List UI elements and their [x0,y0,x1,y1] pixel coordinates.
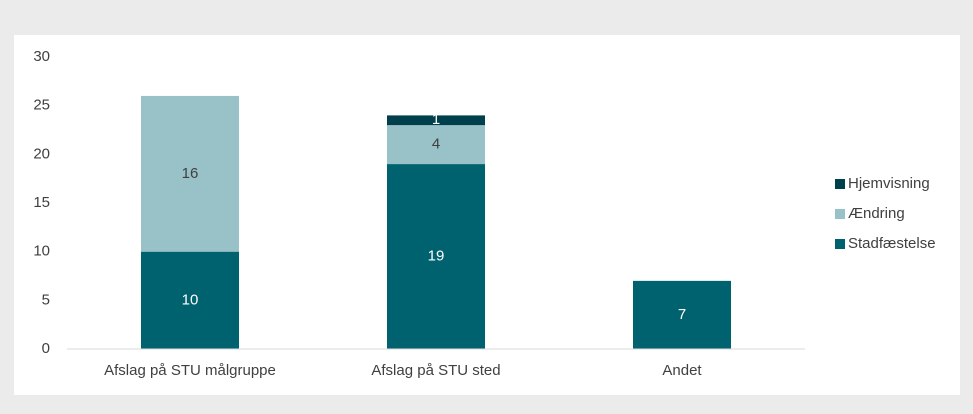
y-tick-label: 30 [33,48,50,65]
data-label: 7 [678,306,686,323]
legend-label: Ændring [848,205,905,222]
legend-swatch [835,179,845,189]
x-tick-label: Afslag på STU målgruppe [104,362,276,379]
y-tick-label: 20 [33,145,50,162]
y-tick-label: 5 [42,291,50,308]
y-tick-label: 25 [33,97,50,114]
legend-swatch [835,209,845,219]
bar-segment [633,280,731,349]
bar-segment [141,251,239,349]
data-label: 19 [428,248,445,265]
bar-segment [387,164,485,349]
data-label: 4 [432,136,440,153]
data-label: 1 [432,111,440,128]
legend-label: Stadfæstelse [848,235,936,252]
bar-segment [387,115,485,126]
legend-label: Hjemvisning [848,175,930,192]
x-tick-label: Andet [662,362,702,379]
bar-segment [141,95,239,252]
data-label: 10 [182,291,199,308]
y-tick-label: 0 [42,340,50,357]
bar-segment [387,125,485,165]
data-label: 16 [182,165,199,182]
y-tick-label: 10 [33,243,50,260]
legend-swatch [835,239,845,249]
x-tick-label: Afslag på STU sted [371,362,500,379]
y-tick-label: 15 [33,194,50,211]
